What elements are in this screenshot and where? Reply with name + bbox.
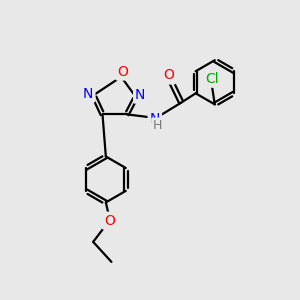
Text: O: O (104, 214, 115, 228)
Text: H: H (152, 119, 162, 132)
Text: N: N (135, 88, 146, 102)
Text: O: O (117, 64, 128, 79)
Text: O: O (163, 68, 174, 83)
Text: N: N (83, 87, 93, 101)
Text: Cl: Cl (205, 72, 219, 86)
Text: N: N (150, 112, 160, 126)
